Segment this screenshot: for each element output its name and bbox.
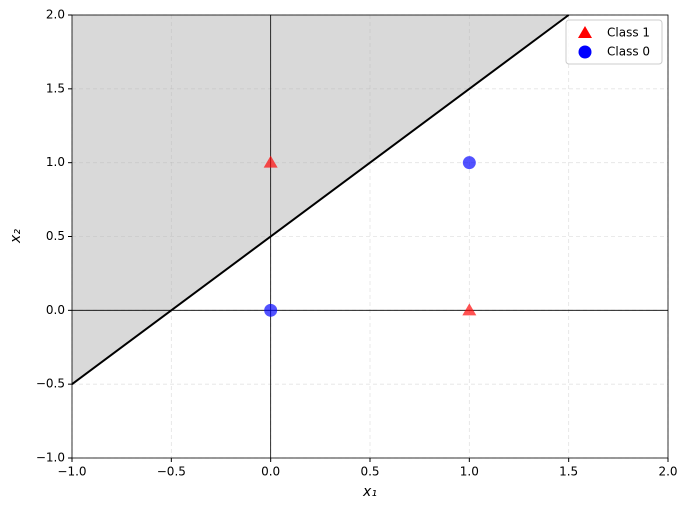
plot-frame [71,14,669,459]
x-tick-label: −0.5 [157,465,186,479]
point [264,303,278,317]
x-axis-label: x₁ [362,484,377,500]
y-tick-label: 0.0 [46,303,65,317]
legend-label: Class 0 [607,45,650,59]
decision-boundary [71,14,570,385]
y-tick-label: −0.5 [36,377,65,391]
point [462,303,477,316]
point [263,155,278,168]
point [462,156,476,170]
legend-label: Class 1 [607,26,650,40]
y-tick-label: 1.5 [46,81,65,95]
y-tick-label: 2.0 [46,8,65,22]
legend-marker [578,45,592,59]
x-tick-label: 2.0 [658,465,677,479]
y-tick-label: 1.0 [46,155,65,169]
x-tick-label: 1.0 [460,465,479,479]
y-tick-label: −1.0 [36,451,65,465]
x-tick-label: 1.5 [559,465,578,479]
x-tick-label: −1.0 [57,465,86,479]
legend-marker [578,26,592,38]
x-tick-label: 0.5 [360,465,379,479]
x-tick-label: 0.0 [261,465,280,479]
y-tick-label: 0.5 [46,229,65,243]
y-axis-label: x₂ [8,229,24,244]
